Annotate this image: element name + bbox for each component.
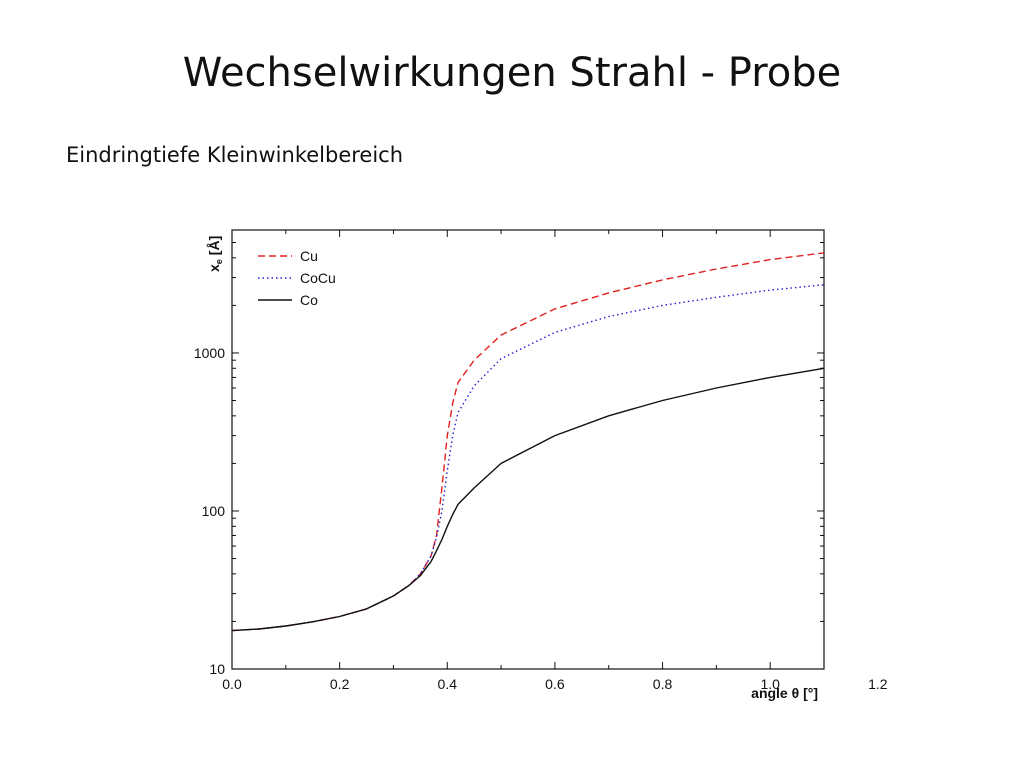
series-line-co [231,367,825,632]
x-tick-label: 1.2 [868,676,888,692]
x-tick-label: 0.2 [330,676,350,692]
legend-label-co: Co [300,292,318,308]
y-axis-label-subscript: e [214,259,224,264]
slide-subtitle: Eindringtiefe Kleinwinkelbereich [66,143,404,167]
x-axis-label: angle θ [°] [751,685,818,701]
y-tick-label: 1000 [194,345,225,361]
legend-label-cu: Cu [300,248,318,264]
y-tick-label: 10 [209,661,225,677]
y-tick-label: 100 [202,503,226,519]
x-tick-label: 0.6 [545,676,565,692]
y-axis-label-main: x [206,264,222,272]
x-tick-label: 0.0 [222,676,242,692]
series-lines [231,252,825,632]
tick-marks [231,229,825,670]
plot-frame [231,229,825,670]
x-tick-label: 0.4 [438,676,458,692]
series-line-cu [231,252,825,632]
legend-label-cocu: CoCu [300,270,336,286]
slide-title: Wechselwirkungen Strahl - Probe [182,50,842,96]
x-tick-labels: 0.0 0.2 0.4 0.6 0.8 1.0 1.2 [222,676,887,692]
series-line-cocu [231,284,825,632]
y-tick-labels: 10 100 1000 [194,345,225,677]
y-axis-label-unit: [Å] [206,236,222,255]
x-tick-label: 0.8 [653,676,673,692]
x-tick-label: 1.0 [760,676,780,692]
y-axis-label: xe [Å] [206,236,224,272]
legend: Cu CoCu Co [258,248,336,308]
